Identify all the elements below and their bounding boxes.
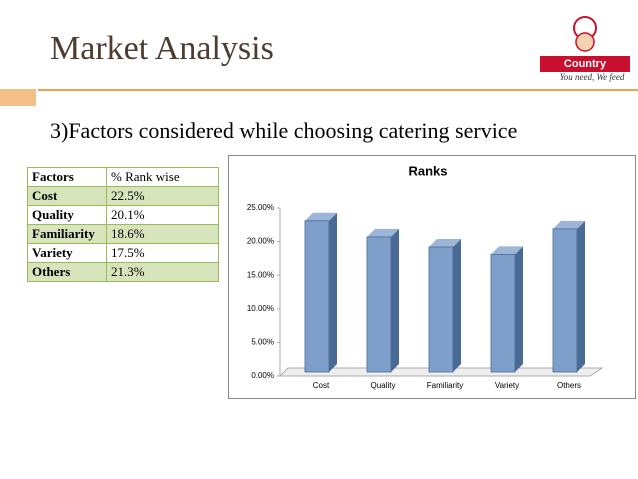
bar-top [491, 246, 523, 255]
y-tick-label: 15.00% [247, 270, 274, 279]
logo-icon [573, 16, 597, 52]
table-cell: Familiarity [27, 224, 107, 244]
y-tick-label: 25.00% [247, 203, 274, 212]
bar-side [515, 246, 523, 372]
bar-side [577, 220, 585, 372]
table-cell: 20.1% [106, 205, 219, 225]
logo-name: Country Flavours [540, 56, 630, 86]
table-cell: Variety [27, 243, 107, 263]
accent-line [38, 89, 638, 91]
table-row: Cost 22.5% [27, 186, 219, 206]
table-cell: 21.3% [106, 262, 219, 282]
bar-side [391, 228, 399, 372]
table-row: Familiarity 18.6% [27, 224, 219, 244]
table-cell: 18.6% [106, 224, 219, 244]
bar-side [329, 212, 337, 372]
bar [366, 236, 392, 373]
x-tick-label: Others [557, 381, 581, 390]
x-tick-label: Quality [371, 381, 396, 390]
data-table: Factors% Rank wise Cost 22.5% Quality 20.1% F… [27, 167, 219, 282]
chart: Ranks 0.00% 5.00% 10.00% 15.00% 20.00% 25.00%… [228, 155, 636, 399]
table-row: Quality 20.1% [27, 205, 219, 225]
x-tick-label: Cost [313, 381, 330, 390]
table-cell: 17.5% [106, 243, 219, 263]
table-row: Others 21.3% [27, 262, 219, 282]
table-cell: % Rank wise [106, 167, 219, 187]
bar [304, 220, 330, 373]
bar-side [453, 239, 461, 372]
table-cell: Factors [27, 167, 107, 187]
table-cell: Cost [27, 186, 107, 206]
table-cell: 22.5% [106, 186, 219, 206]
bar-top [429, 239, 461, 248]
logo-tagline: You need, We feed [559, 72, 625, 82]
y-tick-label: 20.00% [247, 237, 274, 246]
bar-top [305, 212, 337, 221]
slide-title: Market Analysis [50, 30, 274, 67]
bar-top [553, 220, 585, 229]
bar [490, 254, 516, 373]
table-cell: Quality [27, 205, 107, 225]
table-cell: Others [27, 262, 107, 282]
y-tick-label: 10.00% [247, 304, 274, 313]
bar [552, 228, 578, 373]
chart-title: Ranks [408, 163, 447, 178]
table-row: Factors% Rank wise [27, 167, 219, 187]
x-tick-label: Variety [495, 381, 519, 390]
y-tick-label: 5.00% [251, 338, 274, 347]
bar [428, 246, 454, 373]
slide-subtitle: 3)Factors considered while choosing cate… [50, 118, 518, 143]
bar-top [367, 228, 399, 237]
table-row: Variety 17.5% [27, 243, 219, 263]
x-tick-label: Familiarity [427, 381, 463, 390]
y-tick-label: 0.00% [251, 371, 274, 380]
accent-block [0, 89, 36, 106]
